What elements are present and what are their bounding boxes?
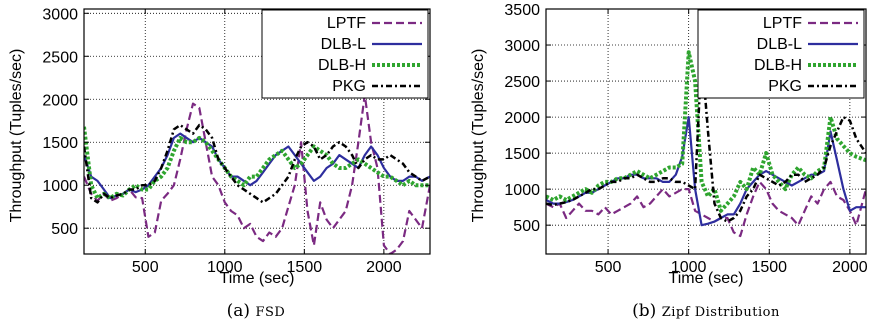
x-tick-label: 1000 [207,259,243,276]
y-tick-label: 1000 [504,182,540,199]
legend: LPTF DLB-L DLB-H PKG [697,9,865,99]
y-tick-label: 1500 [42,135,78,152]
plot-frame [545,8,867,255]
chart-fsd: 500 1000 1500 2000 500 1000 1500 2000 2500 3000 Ti… [8,6,431,321]
series-line-lptf [84,93,430,254]
y-tick-label: 3000 [42,6,78,23]
legend-label-dlb-l: DLB-L [321,36,366,53]
x-tick-label: 2000 [366,259,402,276]
figure-caption: (b) Zipf Distribution [632,301,780,321]
series-line-pkg [84,123,430,204]
x-tick-label: 500 [132,259,159,276]
series-line-dlb-h [84,126,430,201]
y-tick-label: 3000 [504,38,540,55]
figure-caption: (a) FSD [227,301,286,321]
x-tick-label: 1500 [751,259,787,276]
legend-label-dlb-h: DLB-H [754,57,802,74]
y-tick-label: 1000 [42,178,78,195]
chart-zipf: 500 1000 1500 2000 500 1000 1500 2000 2500 3000 35… [470,2,868,321]
legend-label-lptf: LPTF [763,15,802,32]
legend-label-dlb-h: DLB-H [318,57,366,74]
y-tick-label: 2000 [504,110,540,127]
x-tick-label: 2000 [832,259,868,276]
y-tick-label: 500 [513,218,540,235]
series-line-lptf [546,180,866,238]
legend-label-dlb-l: DLB-L [757,36,802,53]
series-line-dlb-h [546,50,866,213]
y-axis-label: Throughput (Tuples/sec) [470,49,487,223]
y-tick-label: 2500 [504,74,540,91]
plot-frame [83,8,431,255]
x-tick-label: 500 [595,259,622,276]
legend-label-lptf: LPTF [327,15,366,32]
y-axis-label: Throughput (Tuples/sec) [8,49,25,223]
x-tick-label: 1500 [287,259,323,276]
legend-label-pkg: PKG [332,78,366,95]
x-axis-label: Time (sec) [669,270,744,287]
y-tick-label: 2000 [42,92,78,109]
y-tick-label: 1500 [504,146,540,163]
y-tick-label: 500 [51,221,78,238]
legend: LPTF DLB-L DLB-H PKG [261,9,429,99]
legend-label-pkg: PKG [768,78,802,95]
y-tick-label: 3500 [504,2,540,19]
y-tick-label: 2500 [42,49,78,66]
x-axis-label: Time (sec) [220,270,295,287]
x-tick-label: 1000 [671,259,707,276]
